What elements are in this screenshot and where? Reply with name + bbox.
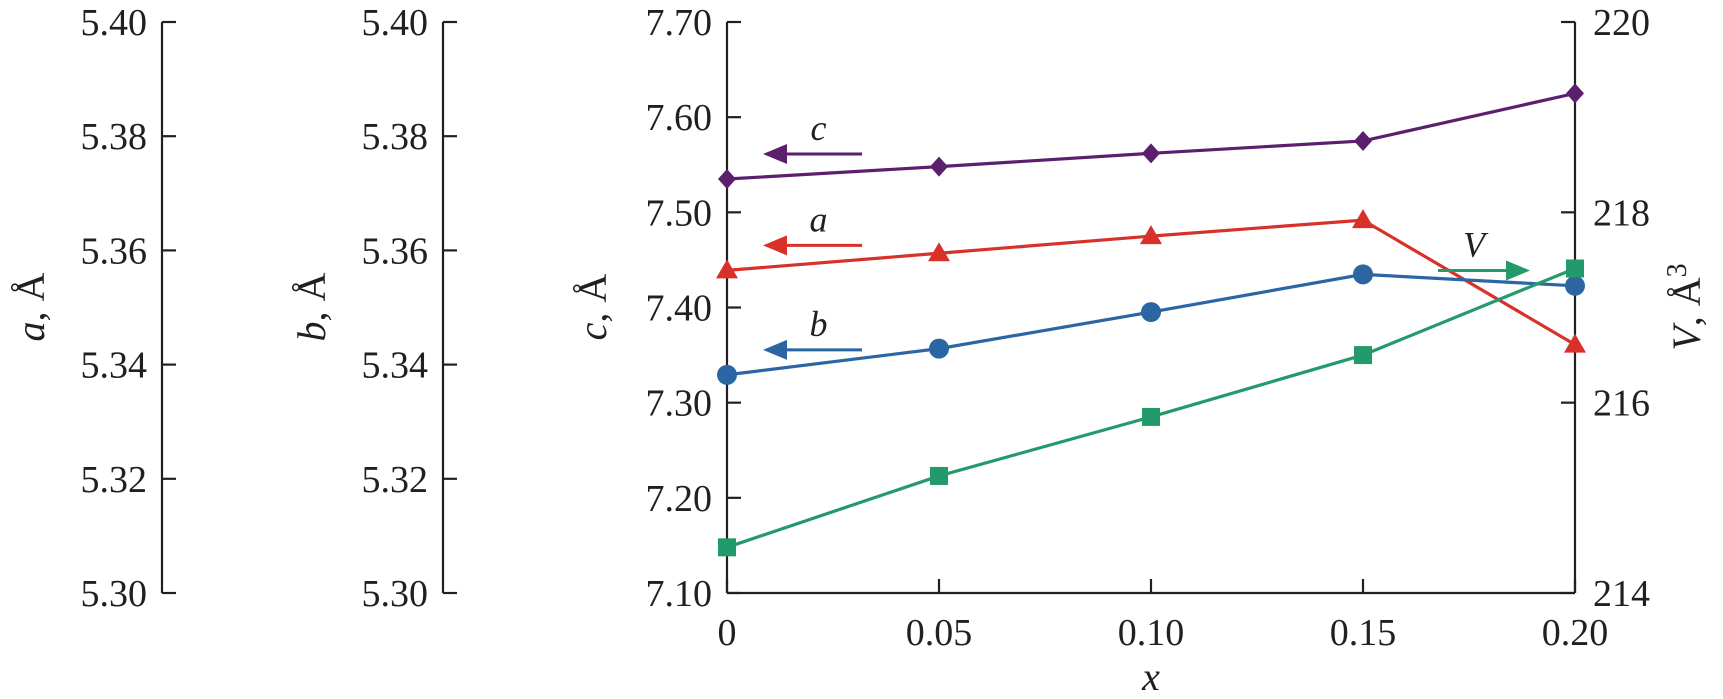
- series-a-point: [1352, 209, 1374, 229]
- series-layer: [716, 83, 1586, 557]
- c-axis-title-var: c: [570, 322, 615, 340]
- b-axis-title: b, Å: [289, 272, 334, 341]
- v-axis-tick-label: 218: [1593, 192, 1650, 234]
- a-axis-tick-label: 5.32: [81, 459, 148, 501]
- series-V-point: [1142, 407, 1160, 426]
- series-V-point: [1354, 346, 1372, 365]
- series-a-point: [716, 259, 738, 279]
- series-b-point: [1565, 275, 1585, 296]
- a-axis-tick-label: 5.34: [81, 345, 148, 387]
- a-axis-title-unit: , Å: [8, 272, 53, 321]
- x-axis-tick-label: 0.20: [1542, 612, 1609, 654]
- a-axis-tick-label: 5.40: [81, 2, 148, 44]
- annotation-V-label: V: [1463, 224, 1489, 264]
- c-axis: 7.70 7.60 7.50 7.40 7.30 7.20 7.10 c, Å: [570, 2, 741, 615]
- x-axis-tick-label: 0.05: [906, 612, 973, 654]
- series-c-point: [1142, 143, 1160, 164]
- annotation-a-arrow-head: [763, 235, 787, 256]
- b-axis-tick-label: 5.40: [362, 2, 429, 44]
- annotation-b-arrow-head: [763, 339, 787, 360]
- annotation-b-label: b: [810, 304, 828, 344]
- series-b-point: [717, 364, 737, 385]
- series-b-point: [1353, 264, 1373, 285]
- a-axis-tick-label: 5.38: [81, 116, 148, 158]
- series-V-point: [718, 538, 736, 557]
- a-axis-title-var: a: [8, 321, 53, 341]
- series-b-line: [726, 272, 1576, 377]
- c-axis-tick-label: 7.70: [646, 2, 713, 44]
- x-axis-title: x: [1141, 654, 1160, 699]
- v-axis-ticks: 220 218 216 214: [1561, 2, 1650, 615]
- annotation-c: c: [763, 108, 862, 165]
- x-axis-ticks: 0 0.05 0.10 0.15 0.20: [718, 579, 1609, 654]
- b-axis-title-var: b: [289, 321, 334, 341]
- v-axis-title-var: V: [1664, 322, 1709, 351]
- a-axis: 5.40 5.38 5.36 5.34 5.32 5.30 a, Å: [8, 2, 176, 615]
- series-V: [718, 259, 1584, 557]
- series-c-point: [1566, 83, 1584, 104]
- c-axis-ticks: 7.70 7.60 7.50 7.40 7.30 7.20 7.10: [646, 2, 741, 615]
- annotation-b: b: [763, 304, 862, 360]
- v-axis-title: V, Å3: [1662, 263, 1709, 350]
- annotation-a-label: a: [810, 199, 828, 239]
- v-axis-tick-label: 216: [1593, 383, 1650, 425]
- b-axis: 5.40 5.38 5.36 5.34 5.32 5.30 b, Å: [289, 2, 457, 615]
- c-axis-tick-label: 7.40: [646, 288, 713, 330]
- series-a-point: [1140, 225, 1162, 245]
- c-axis-tick-label: 7.20: [646, 478, 713, 520]
- a-axis-tick-label: 5.30: [81, 573, 148, 615]
- series-V-point: [1566, 259, 1584, 278]
- a-axis-ticks: 5.40 5.38 5.36 5.34 5.32 5.30: [81, 2, 176, 615]
- b-axis-tick-label: 5.32: [362, 459, 429, 501]
- b-axis-tick-label: 5.36: [362, 230, 429, 272]
- series-b: [717, 264, 1585, 385]
- v-axis-tick-label: 214: [1593, 573, 1650, 615]
- c-axis-title: c, Å: [570, 274, 615, 341]
- series-V-point: [930, 466, 948, 485]
- x-axis-tick-label: 0: [718, 612, 737, 654]
- series-c: [718, 83, 1584, 190]
- c-axis-tick-label: 7.10: [646, 573, 713, 615]
- series-a-point: [1564, 333, 1586, 353]
- series-c-line: [726, 91, 1576, 181]
- x-axis-tick-label: 0.10: [1118, 612, 1185, 654]
- v-axis-title-sup: 3: [1662, 263, 1693, 277]
- c-axis-title-unit: , Å: [570, 274, 615, 323]
- annotation-V: V: [1438, 224, 1530, 281]
- v-axis-title-unit: , Å: [1664, 277, 1709, 326]
- series-b-point: [1141, 302, 1161, 323]
- b-axis-tick-label: 5.34: [362, 345, 429, 387]
- v-axis: 220 218 216 214 V, Å3: [1561, 2, 1709, 615]
- series-a: [716, 209, 1586, 353]
- series-c-point: [718, 169, 736, 190]
- a-axis-tick-label: 5.36: [81, 230, 148, 272]
- c-axis-tick-label: 7.50: [646, 192, 713, 234]
- b-axis-tick-label: 5.30: [362, 573, 429, 615]
- annotation-c-label: c: [811, 108, 827, 148]
- v-axis-tick-label: 220: [1593, 2, 1650, 44]
- annotation-V-arrow-head: [1506, 260, 1530, 281]
- annotation-c-arrow-head: [763, 144, 787, 165]
- annotation-layer: c a b V: [763, 108, 1530, 360]
- series-c-point: [930, 156, 948, 177]
- a-axis-title: a, Å: [8, 272, 53, 341]
- x-axis-tick-label: 0.15: [1330, 612, 1397, 654]
- c-axis-tick-label: 7.60: [646, 97, 713, 139]
- series-b-point: [929, 338, 949, 359]
- c-axis-tick-label: 7.30: [646, 383, 713, 425]
- b-axis-ticks: 5.40 5.38 5.36 5.34 5.32 5.30: [362, 2, 457, 615]
- b-axis-tick-label: 5.38: [362, 116, 429, 158]
- b-axis-title-unit: , Å: [289, 272, 334, 321]
- series-a-point: [928, 242, 950, 262]
- x-axis: 0 0.05 0.10 0.15 0.20 x: [718, 579, 1609, 699]
- annotation-a: a: [763, 199, 862, 256]
- series-c-point: [1354, 130, 1372, 151]
